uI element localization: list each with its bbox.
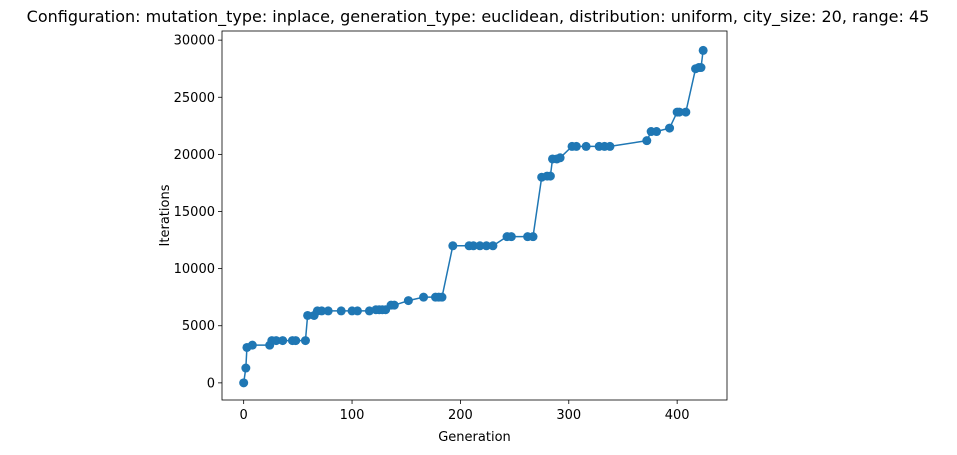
y-tick-label: 5000	[182, 319, 215, 334]
data-point	[389, 300, 399, 310]
data-point	[698, 45, 708, 55]
x-tick-label: 100	[340, 408, 365, 423]
data-point	[403, 296, 413, 306]
data-point	[528, 232, 538, 242]
x-tick-label: 400	[665, 408, 690, 423]
y-tick-label: 20000	[174, 148, 215, 163]
x-tick-label: 300	[556, 408, 581, 423]
data-point	[352, 306, 362, 316]
data-point	[468, 241, 478, 251]
data-point	[241, 363, 251, 373]
chart-title: Configuration: mutation_type: inplace, g…	[27, 7, 930, 27]
y-tick-label: 25000	[174, 91, 215, 106]
data-point	[291, 336, 301, 346]
data-point	[545, 171, 555, 181]
y-axis-label: Iterations	[158, 184, 173, 246]
data-point	[419, 292, 429, 302]
data-point	[271, 336, 281, 346]
data-point	[605, 141, 615, 151]
data-point	[674, 107, 684, 117]
data-point	[317, 306, 327, 316]
y-tick-label: 15000	[174, 205, 215, 220]
data-point	[437, 292, 447, 302]
x-tick-label: 0	[240, 408, 248, 423]
data-point	[665, 123, 675, 133]
x-tick-label: 200	[448, 408, 473, 423]
series-line	[242, 50, 704, 383]
data-point	[481, 241, 491, 251]
y-tick-label: 30000	[174, 34, 215, 49]
data-point	[278, 336, 288, 346]
data-point	[475, 241, 485, 251]
data-point	[336, 306, 346, 316]
data-point	[696, 63, 706, 73]
data-point	[681, 107, 691, 117]
data-point	[303, 310, 313, 320]
data-point	[239, 378, 249, 388]
data-point	[642, 136, 652, 146]
data-point	[506, 232, 516, 242]
data-point	[571, 141, 581, 151]
data-point	[581, 141, 591, 151]
data-point	[448, 241, 458, 251]
data-point	[652, 127, 662, 137]
x-axis-ticks: 0 100 200 300 400	[240, 400, 690, 423]
data-point	[247, 340, 257, 350]
data-point	[300, 336, 310, 346]
x-axis-label: Generation	[438, 430, 511, 445]
data-point	[323, 306, 333, 316]
plot-frame	[221, 30, 728, 401]
data-point	[555, 153, 565, 163]
data-point	[488, 241, 498, 251]
y-axis-ticks: 0 5000 10000 15000 20000 25000 30000	[174, 34, 222, 391]
y-tick-label: 10000	[174, 262, 215, 277]
y-tick-label: 0	[207, 376, 215, 391]
